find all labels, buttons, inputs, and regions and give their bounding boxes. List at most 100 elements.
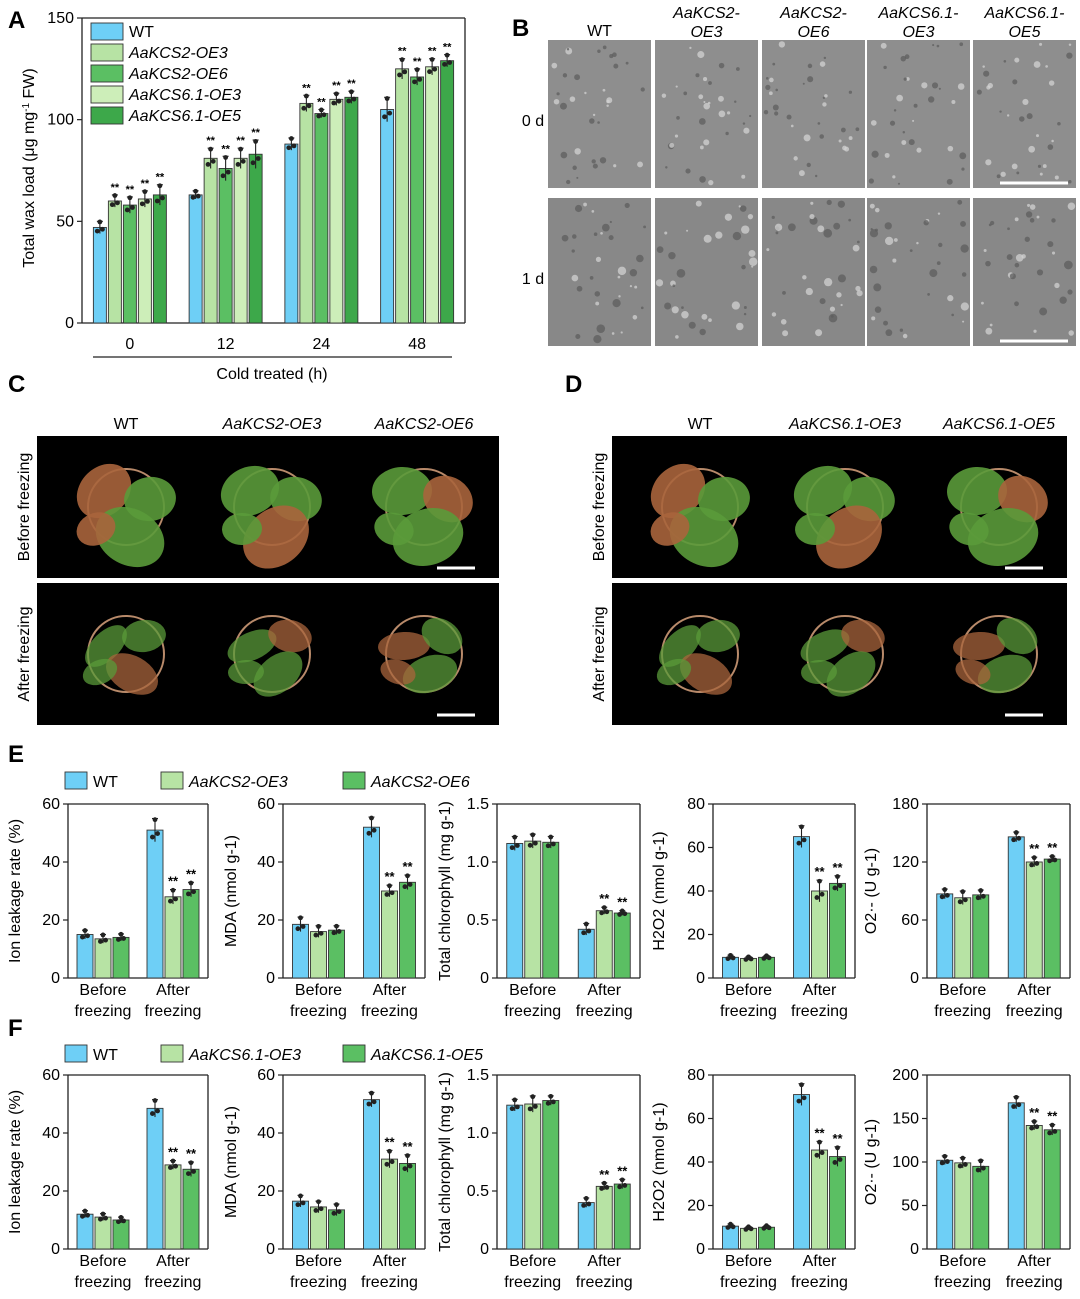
data-point	[121, 936, 126, 941]
data-point	[115, 200, 120, 206]
significance-label: **	[111, 182, 120, 194]
data-point	[725, 956, 731, 962]
legend-label: AaKCS6.1-OE3	[188, 1047, 301, 1064]
wax-crystal	[689, 46, 692, 50]
wax-crystal	[597, 49, 601, 54]
wax-crystal	[681, 306, 684, 309]
wax-crystal	[837, 274, 846, 283]
significance-label: **	[402, 1139, 413, 1154]
x-category-label: freezing	[145, 1274, 202, 1291]
wax-crystal	[736, 322, 744, 331]
data-point	[152, 817, 158, 823]
bar	[524, 1103, 542, 1250]
wax-crystal	[932, 44, 935, 47]
data-point	[154, 198, 160, 204]
wax-crystal	[1057, 121, 1061, 126]
y-tick-label: 100	[892, 1154, 919, 1171]
bar	[613, 912, 631, 979]
bar	[722, 1225, 739, 1250]
wax-crystal	[656, 246, 664, 253]
bar	[1043, 858, 1061, 979]
leaf	[696, 619, 740, 653]
bar	[182, 889, 200, 979]
significance-label: **	[1029, 1105, 1040, 1120]
x-category-label: After	[373, 982, 407, 999]
wax-crystal	[936, 261, 941, 266]
wax-crystal	[1016, 171, 1020, 175]
bar	[829, 882, 846, 979]
wax-crystal	[683, 91, 688, 96]
wax-crystal	[703, 102, 711, 110]
data-point	[939, 894, 945, 900]
x-category-label: freezing	[934, 1274, 991, 1291]
data-point	[399, 57, 405, 63]
data-point	[944, 1159, 950, 1164]
wax-crystal	[768, 91, 773, 96]
data-point	[817, 878, 822, 884]
data-point	[725, 1225, 731, 1230]
data-point	[300, 924, 306, 929]
wax-crystal	[809, 213, 815, 220]
wax-crystal	[636, 254, 644, 263]
wax-crystal	[608, 235, 614, 241]
y-axis-title: Total chlorophyll (mg g-1)	[437, 801, 454, 981]
leaf	[380, 659, 416, 685]
wax-crystal	[771, 312, 777, 317]
leaf	[253, 651, 303, 697]
bar	[164, 896, 182, 979]
bar	[595, 910, 613, 979]
wax-crystal	[782, 290, 786, 295]
wax-crystal	[572, 165, 577, 171]
wax-crystal	[874, 207, 880, 213]
wax-crystal	[1051, 139, 1054, 143]
bar	[328, 929, 345, 979]
data-point	[116, 937, 121, 942]
data-point	[957, 1163, 963, 1169]
column-label: AaKCS2-OE3	[222, 416, 322, 433]
bar	[233, 157, 248, 324]
x-category-label: freezing	[504, 1003, 561, 1020]
data-point	[157, 183, 163, 189]
wax-crystal	[906, 77, 910, 81]
leaf	[650, 463, 706, 519]
wax-crystal	[725, 131, 729, 136]
wax-crystal	[938, 87, 941, 90]
wax-crystal	[892, 175, 896, 179]
leaf	[220, 465, 280, 517]
data-point	[318, 1206, 324, 1212]
y-axis-title: MDA (nmol g-1)	[223, 835, 240, 947]
leaf	[801, 659, 837, 685]
x-axis-title: Cold treated (h)	[216, 366, 327, 383]
y-tick-label: 0	[696, 970, 705, 987]
wax-crystal	[893, 109, 897, 112]
bar	[107, 200, 122, 324]
significance-label: **	[206, 135, 215, 147]
data-point	[962, 897, 968, 903]
data-point	[291, 143, 297, 149]
wax-crystal	[870, 120, 877, 126]
wax-crystal	[743, 127, 750, 134]
wax-crystal	[724, 213, 733, 221]
data-point	[962, 1162, 968, 1167]
wax-crystal	[701, 313, 708, 320]
legend-label: AaKCS6.1-OE5	[128, 108, 241, 125]
wax-crystal	[572, 234, 577, 239]
data-point	[978, 888, 984, 893]
wax-crystal	[900, 55, 907, 62]
panel-letter-b: B	[512, 15, 529, 42]
data-point	[186, 1171, 191, 1176]
wax-crystal	[708, 81, 712, 85]
wax-crystal	[625, 61, 629, 65]
wax-crystal	[883, 320, 889, 326]
data-point	[1034, 1124, 1040, 1130]
data-point	[601, 1180, 607, 1186]
wax-crystal	[609, 220, 612, 224]
data-point	[1029, 862, 1035, 868]
wax-crystal	[1054, 282, 1060, 289]
wax-crystal	[807, 63, 813, 69]
data-point	[978, 1158, 984, 1164]
wax-crystal	[775, 88, 778, 92]
data-point	[604, 1185, 610, 1190]
wax-crystal	[868, 178, 874, 184]
data-point	[414, 67, 420, 73]
